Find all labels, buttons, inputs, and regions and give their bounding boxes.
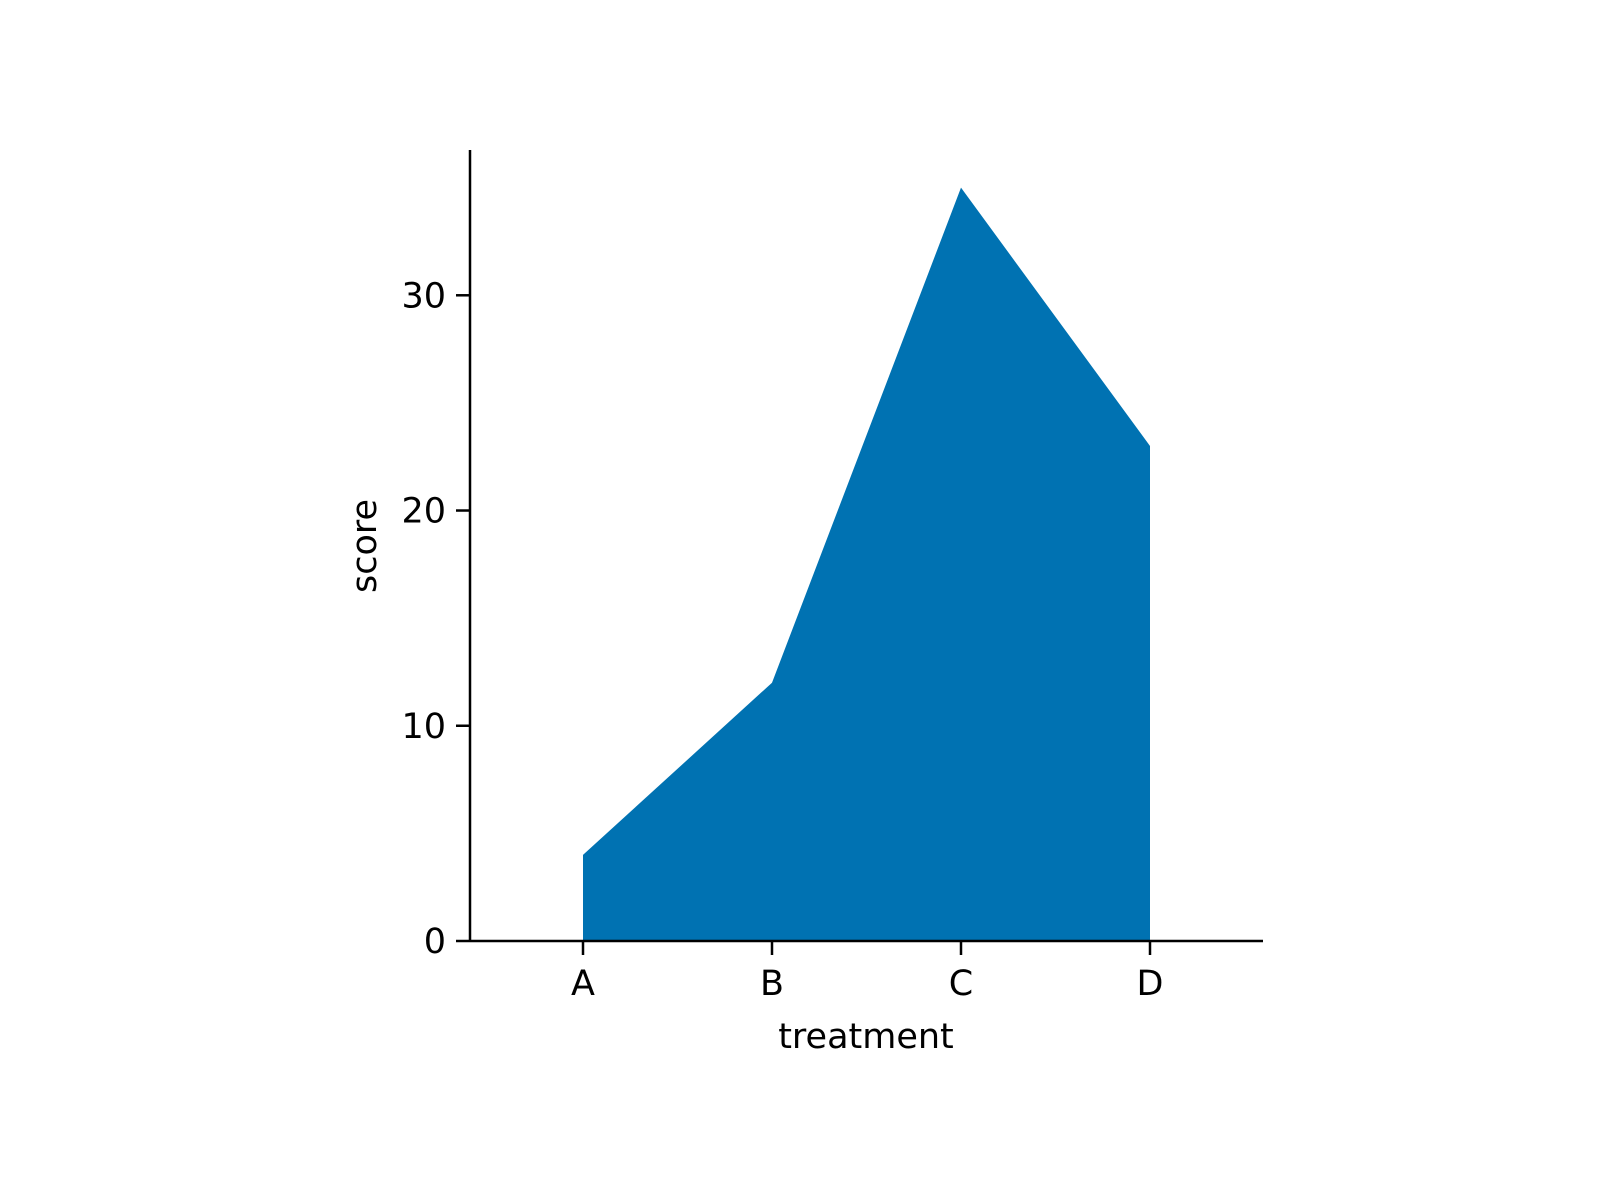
- y-tick-label: 0: [424, 922, 446, 962]
- y-tick-label: 30: [401, 276, 446, 316]
- x-tick-label: A: [571, 964, 595, 1004]
- y-axis-label: score: [345, 499, 385, 593]
- y-ticks: 0 10 20 30: [401, 276, 470, 962]
- y-tick-label: 10: [401, 707, 446, 747]
- x-tick-label: D: [1137, 964, 1164, 1004]
- x-tick-label: C: [949, 964, 973, 1004]
- y-tick-label: 20: [401, 492, 446, 532]
- area-layer: [583, 187, 1150, 941]
- area-series: [583, 187, 1150, 941]
- x-axis-label: treatment: [778, 1017, 954, 1057]
- x-tick-label: B: [760, 964, 784, 1004]
- x-ticks: A B C D: [571, 941, 1163, 1004]
- axes: [468, 150, 1263, 943]
